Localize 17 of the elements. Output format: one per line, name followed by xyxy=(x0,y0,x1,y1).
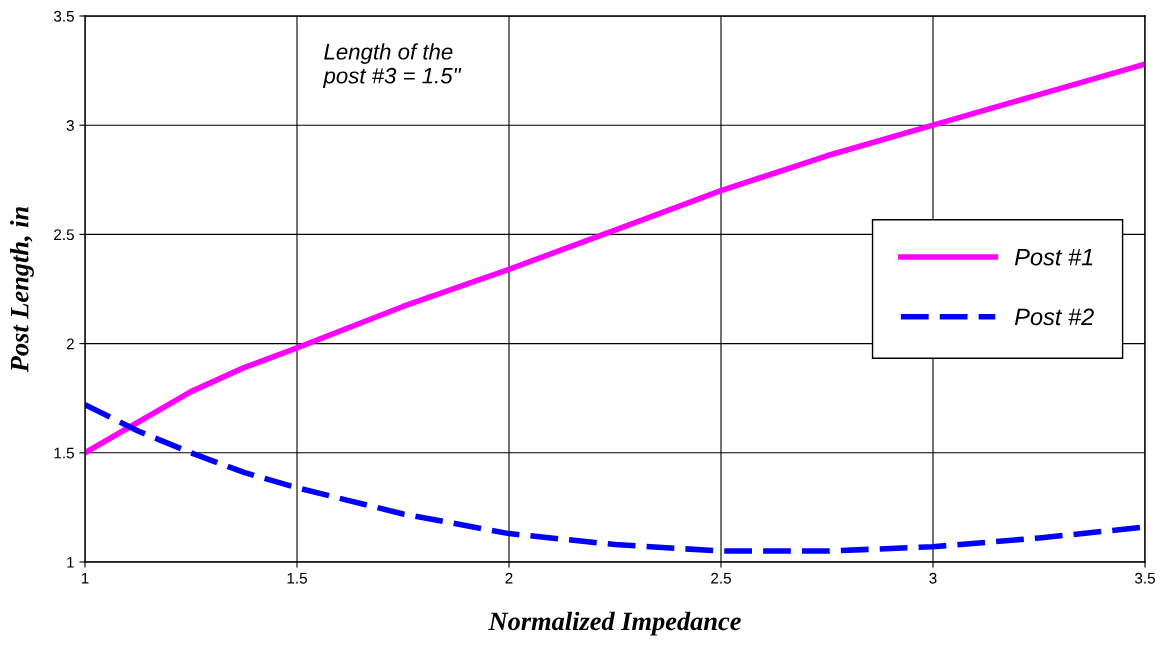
legend-label: Post #2 xyxy=(1014,308,1094,326)
x-tick-label: 3.5 xyxy=(1134,572,1155,584)
y-tick-label: 3.5 xyxy=(53,10,74,22)
legend-label: Post #1 xyxy=(1014,248,1093,266)
x-tick-label: 2 xyxy=(505,572,513,584)
x-tick-label: 1.5 xyxy=(287,572,307,584)
x-tick-label: 2.5 xyxy=(711,572,731,584)
x-tick-label: 1 xyxy=(81,572,89,584)
annotation: Length of the post #3 = 1.5" xyxy=(322,43,462,88)
y-axis-title: Post Length, in xyxy=(9,207,34,373)
x-tick-label: 3 xyxy=(929,572,937,584)
y-tick-label: 1 xyxy=(67,557,74,568)
y-tick-label: 1.5 xyxy=(54,447,74,459)
y-tick-label: 2 xyxy=(66,338,74,350)
y-tick-label: 2.5 xyxy=(54,229,74,241)
y-tick-label: 3 xyxy=(66,120,74,131)
x-axis-title: Normalized Impedance xyxy=(488,611,741,636)
